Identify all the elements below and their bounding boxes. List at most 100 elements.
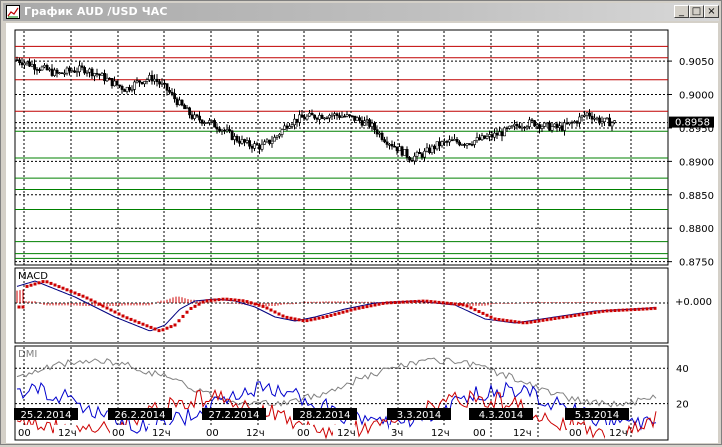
candle-body bbox=[400, 146, 404, 156]
macd-signal-dot bbox=[421, 299, 425, 303]
macd-signal-dot bbox=[457, 302, 461, 306]
macd-signal-dot bbox=[105, 306, 109, 310]
macd-signal-dot bbox=[81, 294, 85, 298]
candle-body bbox=[78, 65, 82, 73]
macd-signal-dot bbox=[329, 313, 333, 317]
candle-body bbox=[80, 65, 84, 68]
candle-body bbox=[228, 129, 232, 132]
price-tick-label: 0.9000 bbox=[679, 91, 714, 102]
macd-signal-dot bbox=[33, 282, 37, 286]
candle-body bbox=[130, 89, 134, 91]
macd-signal-dot bbox=[129, 317, 133, 321]
macd-signal-dot bbox=[473, 308, 477, 312]
candle-body bbox=[160, 82, 164, 85]
date-label-box bbox=[387, 408, 451, 420]
macd-signal-dot bbox=[193, 304, 197, 308]
macd-signal-dot bbox=[97, 302, 101, 306]
candle-body bbox=[200, 119, 204, 124]
macd-signal-dot bbox=[117, 312, 121, 316]
macd-signal-dot bbox=[309, 318, 313, 322]
title-bar[interactable]: График AUD /USD ЧАС _ □ × bbox=[3, 3, 719, 21]
chart-app-icon bbox=[6, 5, 20, 19]
candle-body bbox=[193, 114, 197, 119]
macd-signal-dot bbox=[401, 300, 405, 304]
macd-signal-dot bbox=[465, 304, 469, 308]
candle-body bbox=[73, 70, 77, 73]
macd-signal-dot bbox=[229, 298, 233, 302]
candle-body bbox=[590, 115, 594, 120]
candle-body bbox=[580, 115, 584, 118]
candle-body bbox=[298, 114, 302, 123]
macd-signal-dot bbox=[577, 313, 581, 317]
macd-signal-dot bbox=[369, 304, 373, 308]
candle-body bbox=[243, 139, 247, 143]
macd-signal-dot bbox=[121, 314, 125, 318]
hour-label: 12ч bbox=[609, 428, 628, 439]
macd-signal-dot bbox=[469, 306, 473, 310]
macd-signal-dot bbox=[641, 307, 645, 311]
hour-label-box bbox=[295, 425, 313, 439]
macd-signal-dot bbox=[241, 299, 245, 303]
macd-signal-dot bbox=[85, 296, 89, 300]
price-tick-label: 0.8750 bbox=[679, 258, 714, 269]
candle-body bbox=[150, 75, 154, 82]
candle-body bbox=[275, 135, 279, 138]
macd-signal-dot bbox=[573, 314, 577, 317]
macd-signal-dot bbox=[485, 313, 489, 317]
candle-body bbox=[158, 81, 162, 85]
candle-body bbox=[375, 129, 379, 135]
minimize-button[interactable]: _ bbox=[674, 5, 689, 18]
macd-zero-label: +0.000 bbox=[675, 297, 712, 308]
macd-signal-dot bbox=[381, 301, 385, 305]
macd-signal-dot bbox=[41, 280, 45, 284]
hour-label: 00 bbox=[569, 428, 582, 439]
candle-body bbox=[173, 93, 177, 100]
candle-body bbox=[515, 123, 519, 127]
candle-body bbox=[188, 107, 192, 116]
candle-body bbox=[555, 123, 559, 128]
candle-body bbox=[350, 115, 354, 118]
candle-body bbox=[303, 117, 307, 120]
macd-signal-dot bbox=[385, 301, 389, 305]
candle-body bbox=[35, 69, 39, 71]
macd-signal-dot bbox=[53, 283, 57, 287]
candle-body bbox=[213, 120, 217, 128]
candle-body bbox=[538, 124, 542, 129]
hour-label-box bbox=[333, 425, 355, 439]
candle-body bbox=[548, 122, 552, 131]
macd-panel[interactable] bbox=[14, 267, 669, 344]
candle-body bbox=[370, 122, 374, 127]
macd-signal-dot bbox=[145, 324, 149, 328]
macd-signal-dot bbox=[417, 299, 421, 303]
candle-body bbox=[230, 130, 234, 140]
chart-area[interactable]: 0.9050 0.9000 0.8950 0.8900 0.8850 0.8800 0.87… bbox=[6, 23, 718, 443]
macd-signal-dot bbox=[605, 309, 609, 313]
candle-body bbox=[550, 126, 554, 131]
close-button[interactable]: × bbox=[704, 5, 719, 18]
candle-body bbox=[493, 132, 497, 138]
macd-signal-dot bbox=[361, 305, 365, 309]
maximize-button[interactable]: □ bbox=[689, 5, 704, 18]
macd-signal-dot bbox=[45, 280, 49, 284]
window-title: График AUD /USD ЧАС bbox=[24, 5, 168, 18]
candle-body bbox=[113, 80, 117, 87]
candle-body bbox=[68, 67, 72, 72]
candle-body bbox=[388, 144, 392, 146]
macd-signal-dot bbox=[585, 312, 589, 316]
candle-body bbox=[210, 120, 214, 122]
candle-body bbox=[438, 141, 442, 147]
hour-label: 00 bbox=[297, 428, 310, 439]
macd-signal-dot bbox=[349, 308, 353, 312]
candle-body bbox=[28, 61, 32, 67]
macd-signal-dot bbox=[397, 300, 401, 304]
candle-body bbox=[310, 112, 314, 116]
macd-signal-dot bbox=[533, 320, 537, 323]
price-panel[interactable] bbox=[14, 29, 669, 266]
candle-body bbox=[455, 138, 459, 143]
macd-signal-dot bbox=[269, 308, 273, 312]
macd-signal-dot bbox=[513, 320, 517, 324]
macd-signal-dot bbox=[265, 306, 269, 310]
candle-body bbox=[390, 144, 394, 147]
candle-body bbox=[133, 81, 137, 90]
candle-body bbox=[553, 123, 557, 127]
